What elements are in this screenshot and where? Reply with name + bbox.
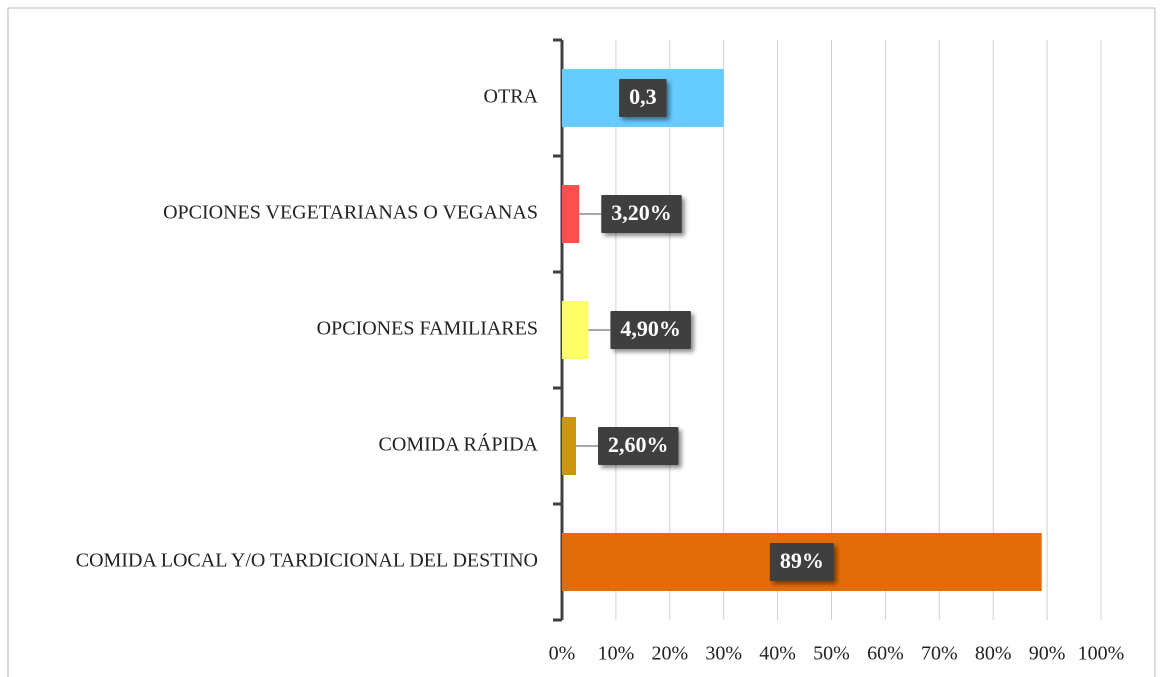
data-label-group: 2,60% [576,427,679,465]
x-tick-label: 50% [813,643,850,665]
y-tick-label: COMIDA RÁPIDA [379,433,539,456]
y-tick-label: OTRA [484,86,539,108]
x-tick-label: 80% [975,643,1012,665]
bar [562,417,577,475]
data-label: 3,20% [611,200,672,225]
data-label-box [601,195,682,233]
y-tick-label: OPCIONES FAMILIARES [317,318,538,340]
data-label-group: 89% [769,543,834,581]
bar [562,301,589,359]
x-tick-label: 20% [651,643,688,665]
x-tick-label: 30% [705,643,742,665]
data-label-box [610,311,691,349]
data-label: 0,3 [629,84,657,109]
data-label-group: 3,20% [579,195,682,233]
x-tick-label: 90% [1029,643,1066,665]
data-label: 89% [780,548,824,573]
x-tick-label: 100% [1078,643,1125,665]
x-tick-label: 60% [867,643,904,665]
data-label: 4,90% [620,316,681,341]
x-tick-label: 10% [598,643,635,665]
x-tick-label: 40% [759,643,796,665]
y-tick-label: COMIDA LOCAL Y/O TARDICIONAL DEL DESTINO [76,550,538,572]
data-label-box [769,543,834,581]
data-label-group: 4,90% [588,311,691,349]
y-tick-label: OPCIONES VEGETARIANAS O VEGANAS [163,202,538,224]
data-label-group: 0,3 [619,79,667,117]
x-tick-label: 70% [921,643,958,665]
x-tick-label: 0% [549,643,576,665]
data-label: 2,60% [608,432,669,457]
data-label-box [598,427,679,465]
data-label-box [619,79,667,117]
bar [562,185,580,243]
